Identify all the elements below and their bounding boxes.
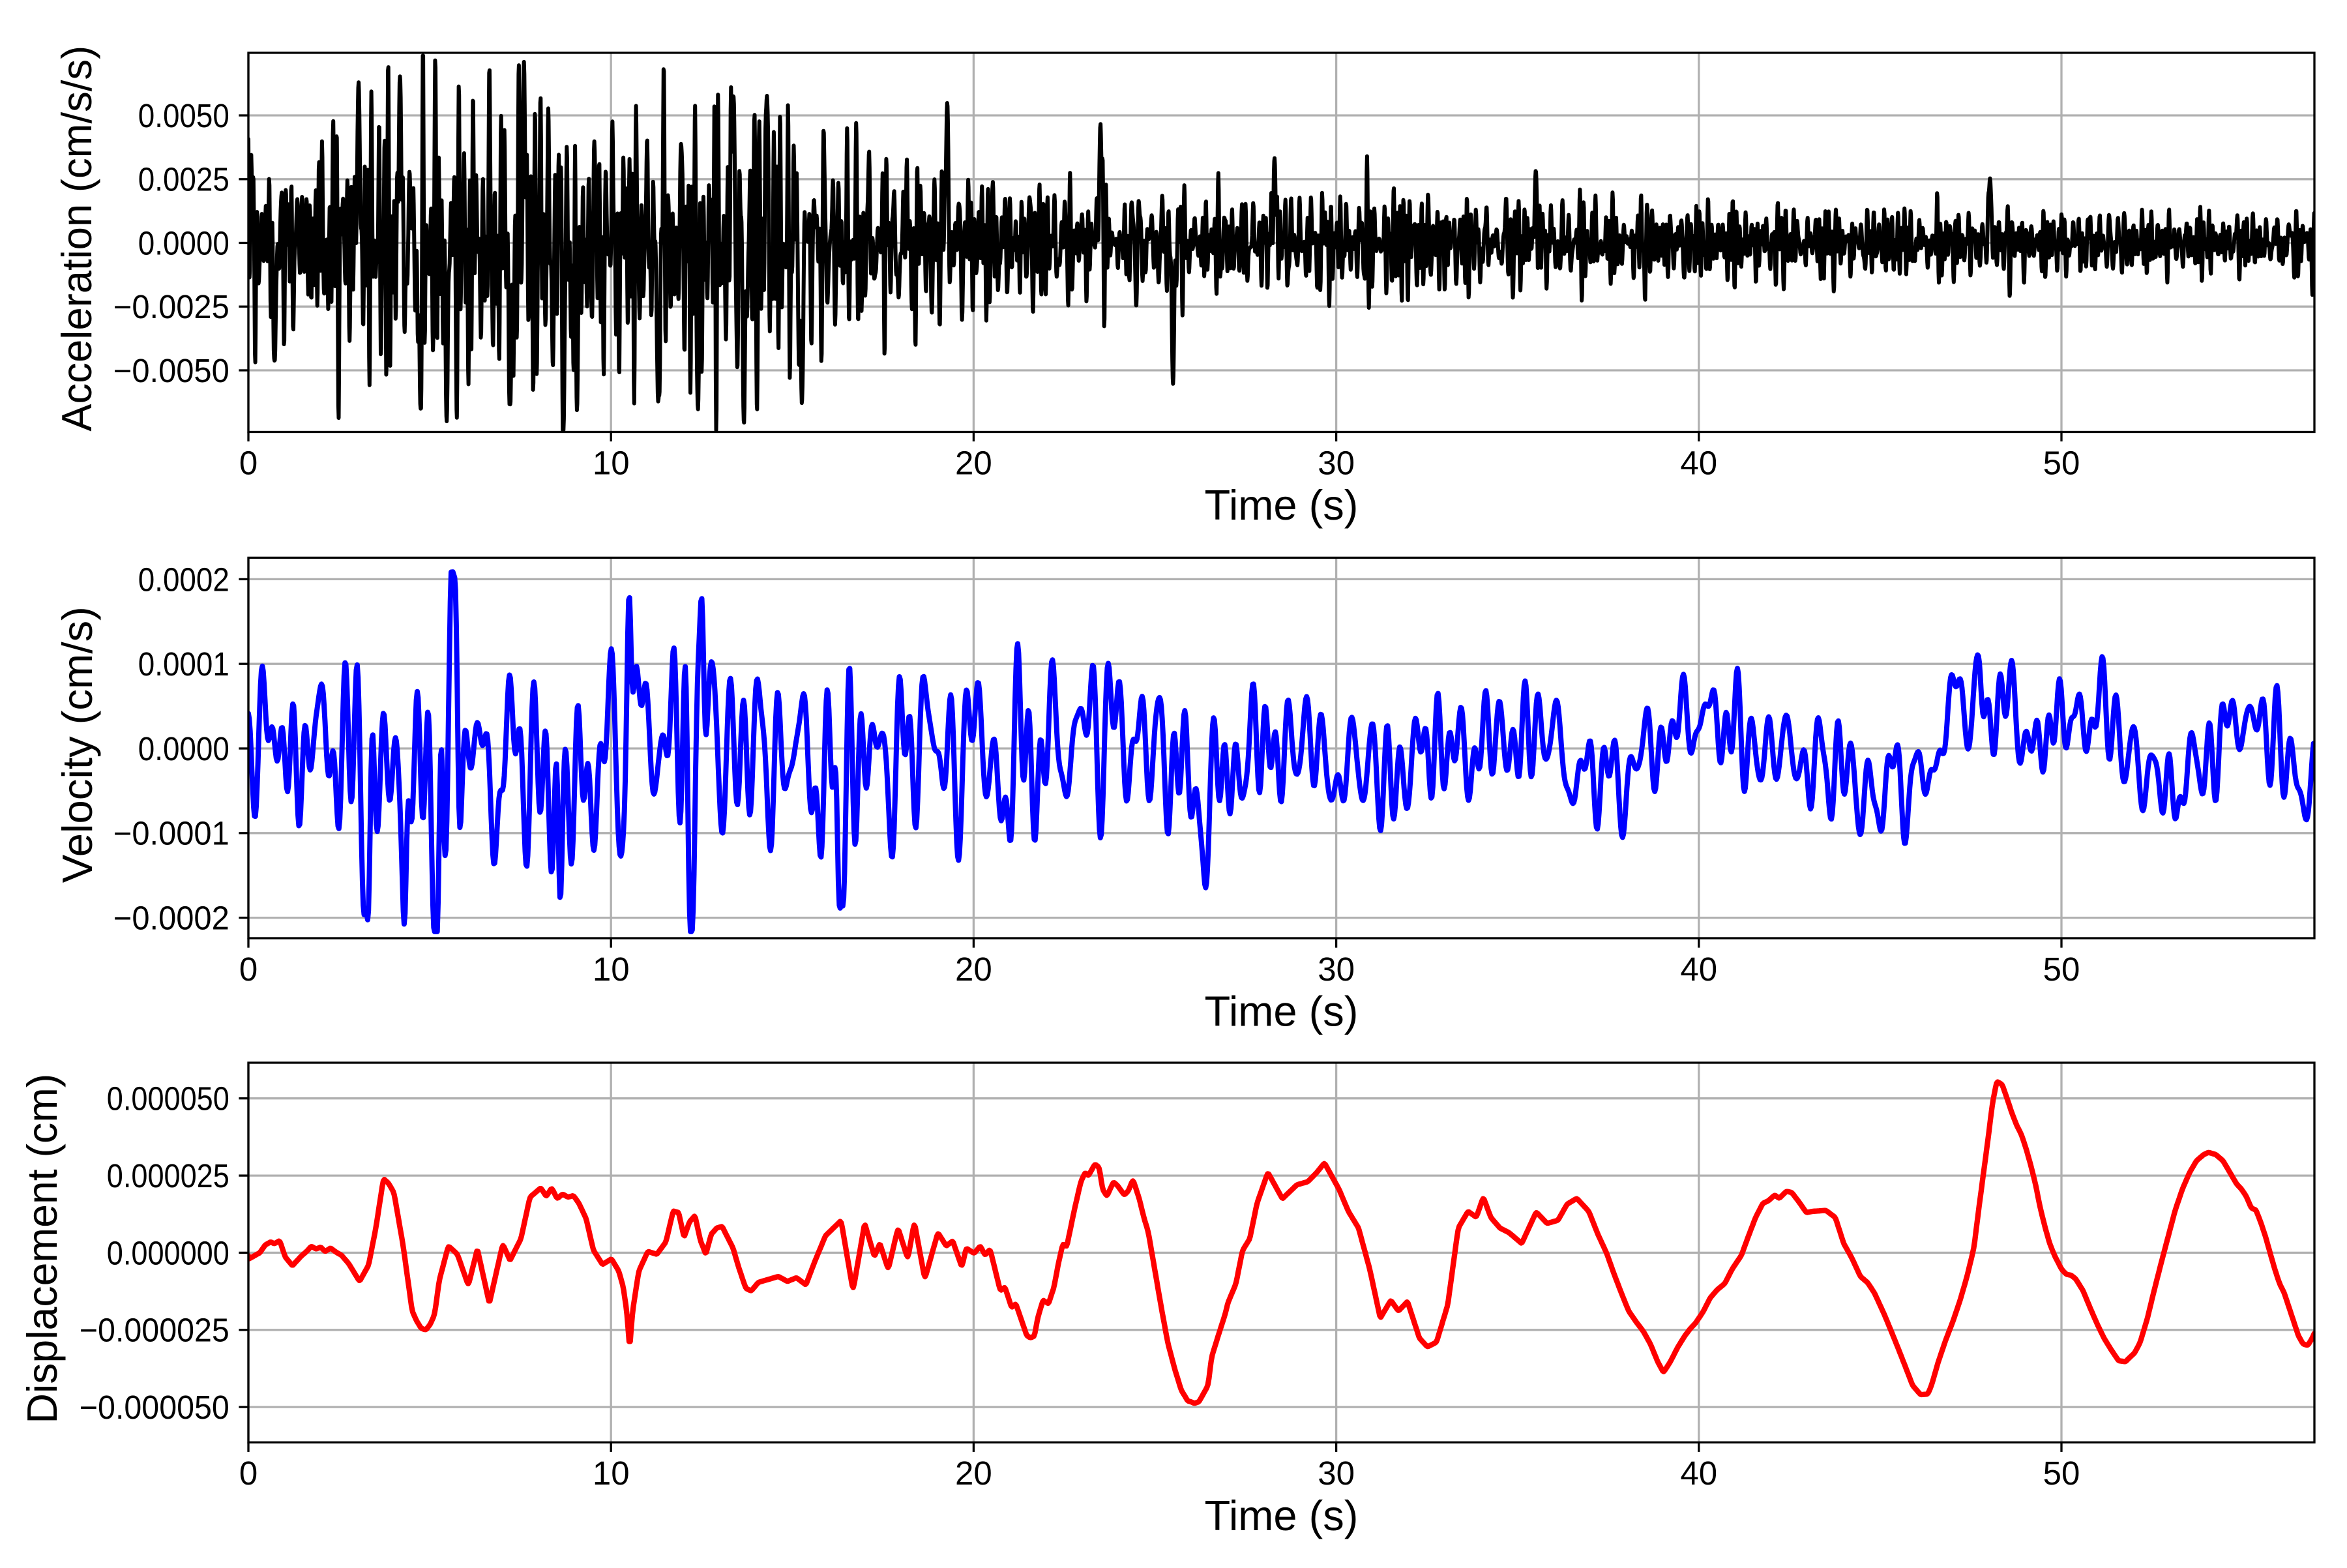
svg-text:0.000000: 0.000000 — [107, 1234, 229, 1271]
svg-text:−0.0025: −0.0025 — [113, 288, 229, 325]
svg-text:0.000025: 0.000025 — [107, 1157, 229, 1194]
svg-text:10: 10 — [593, 951, 630, 988]
svg-text:Time (s): Time (s) — [1205, 481, 1359, 529]
svg-text:Displacement (cm): Displacement (cm) — [18, 1074, 66, 1424]
svg-text:0: 0 — [239, 951, 258, 988]
svg-text:50: 50 — [2043, 444, 2080, 481]
svg-text:−0.000025: −0.000025 — [80, 1312, 229, 1349]
svg-text:Acceleration (cm/s/s): Acceleration (cm/s/s) — [53, 46, 100, 432]
svg-text:−0.000050: −0.000050 — [80, 1389, 229, 1426]
svg-text:30: 30 — [1318, 1455, 1355, 1492]
svg-text:−0.0002: −0.0002 — [113, 900, 229, 937]
svg-text:0.000050: 0.000050 — [107, 1080, 229, 1117]
svg-text:Time (s): Time (s) — [1205, 1492, 1359, 1539]
svg-text:40: 40 — [1680, 951, 1717, 988]
svg-text:−0.0001: −0.0001 — [113, 815, 229, 852]
svg-text:30: 30 — [1318, 444, 1355, 481]
svg-text:10: 10 — [593, 1455, 630, 1492]
svg-text:Time (s): Time (s) — [1205, 988, 1359, 1035]
svg-text:−0.0050: −0.0050 — [113, 352, 229, 389]
svg-text:10: 10 — [593, 444, 630, 481]
svg-text:Velocity (cm/s): Velocity (cm/s) — [53, 606, 101, 883]
svg-text:40: 40 — [1680, 444, 1717, 481]
svg-text:50: 50 — [2043, 951, 2080, 988]
svg-text:0: 0 — [239, 1455, 258, 1492]
svg-text:40: 40 — [1680, 1455, 1717, 1492]
svg-text:0.0001: 0.0001 — [138, 645, 229, 683]
svg-text:0.0050: 0.0050 — [138, 97, 229, 134]
svg-text:20: 20 — [955, 951, 992, 988]
svg-text:20: 20 — [955, 1455, 992, 1492]
svg-text:0.0000: 0.0000 — [138, 730, 229, 767]
svg-text:30: 30 — [1318, 951, 1355, 988]
svg-text:20: 20 — [955, 444, 992, 481]
svg-text:0.0002: 0.0002 — [138, 561, 229, 598]
svg-text:0: 0 — [239, 444, 258, 481]
svg-text:0.0000: 0.0000 — [138, 224, 229, 261]
svg-text:50: 50 — [2043, 1455, 2080, 1492]
svg-text:0.0025: 0.0025 — [138, 161, 229, 198]
